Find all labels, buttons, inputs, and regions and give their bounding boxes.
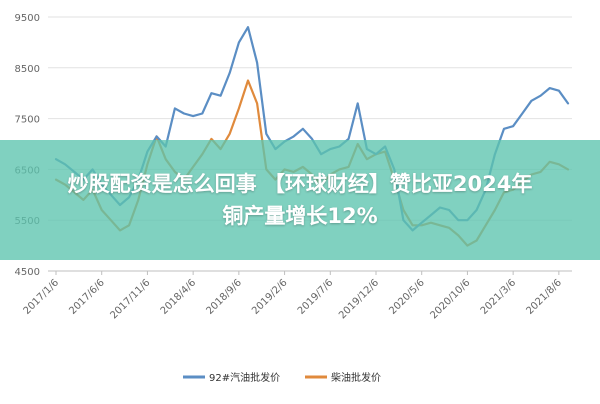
headline-line-1: 炒股配资是怎么回事 【环球财经】赞比亚2024年 — [67, 172, 533, 196]
y-tick-label: 4500 — [15, 267, 40, 278]
y-tick-label: 7500 — [15, 115, 40, 126]
x-tick-label: 2020/10/6 — [429, 277, 473, 321]
x-tick-label: 2017/6/6 — [67, 277, 107, 317]
headline-line-2: 铜产量增长12% — [222, 204, 378, 228]
x-tick-label: 2020/5/6 — [387, 277, 427, 317]
x-tick-label: 2017/1/6 — [22, 277, 62, 317]
x-tick-label: 2018/9/6 — [204, 277, 244, 317]
y-tick-label: 8500 — [15, 64, 40, 75]
x-tick-label: 2019/2/6 — [250, 277, 290, 317]
legend-label: 92#汽油批发价 — [209, 371, 280, 384]
x-tick-label: 2021/3/6 — [479, 277, 519, 317]
x-axis-ticks: 2017/1/6 2017/6/6 2017/11/6 2018/4/6 2018/9/… — [22, 271, 564, 321]
legend: 92#汽油批发价 柴油批发价 — [183, 371, 381, 384]
x-tick-label: 2017/11/6 — [109, 277, 153, 321]
legend-label: 柴油批发价 — [331, 371, 381, 384]
x-tick-label: 2019/12/6 — [337, 277, 381, 321]
x-tick-label: 2019/7/6 — [296, 277, 336, 317]
x-tick-label: 2021/8/6 — [524, 277, 564, 317]
x-tick-label: 2018/4/6 — [159, 277, 199, 317]
headline-overlay: 炒股配资是怎么回事 【环球财经】赞比亚2024年 铜产量增长12% — [0, 140, 600, 260]
y-tick-label: 9500 — [15, 13, 40, 24]
